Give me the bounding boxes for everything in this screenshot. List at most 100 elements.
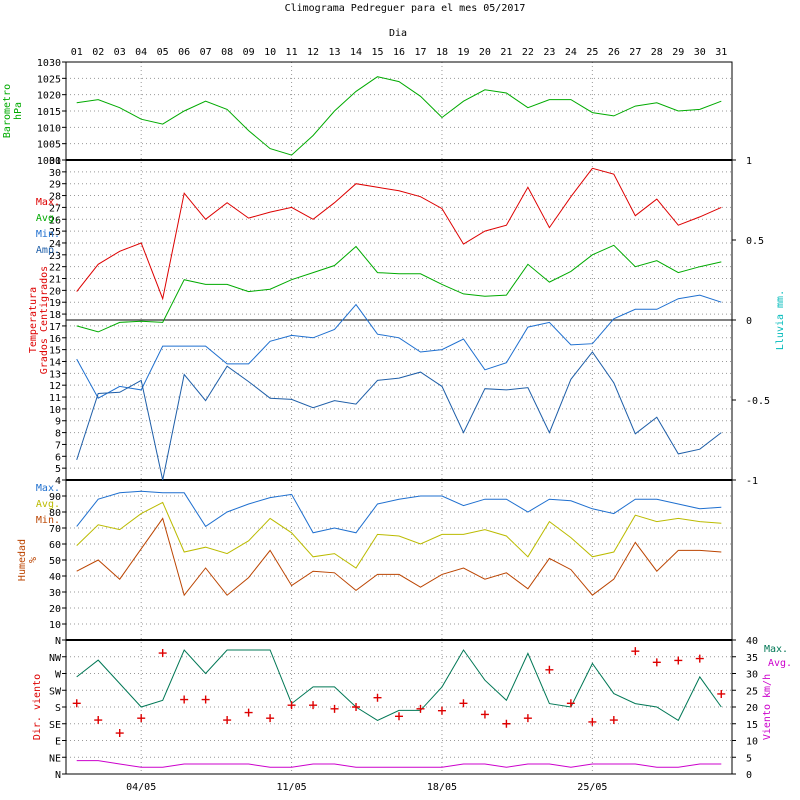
text-layer: 01 02 03 04 05 06 07 08 09 10 11 12 13 14 15 16 17 18 19 20… [2,47,792,793]
y-tick-label: 24 [49,239,61,250]
day-label: 20 [479,47,491,58]
y-tick-label: 4 [55,476,61,487]
wind-direction-marker [201,695,210,704]
wind-direction-marker [437,706,446,715]
wind-direction-marker [502,719,511,728]
y-tick-label: 29 [49,180,61,191]
wind-speed-axis-label: Viento km/h [762,674,773,740]
wind-direction-marker [652,658,661,667]
day-label: 07 [200,47,212,58]
day-label: 25 [586,47,598,58]
day-label: 05 [157,47,169,58]
day-label: 26 [608,47,620,58]
temp-series-line [76,351,722,481]
hum-series-line [76,490,722,534]
wind-direction-marker [459,699,468,708]
day-label: 29 [672,47,684,58]
y-tick-label: 15 [49,346,61,357]
day-label: 18 [436,47,448,58]
wind-direction-marker [416,704,425,713]
y-tick-label: 20 [49,604,61,615]
y-tick-label: 23 [49,251,61,262]
y-tick-label: 1000 [37,156,61,167]
week-label: 18/05 [427,782,457,793]
temp-legend-entry: Min. [36,229,60,240]
rain-axis-label: Lluvia mm. [775,290,786,350]
wind-direction-marker [115,729,124,738]
y2-tick-label: -0.5 [746,396,770,407]
week-label: 11/05 [277,782,307,793]
day-label: 22 [522,47,534,58]
y-tick-label: 90 [49,492,61,503]
y2-tick-label: -1 [746,476,758,487]
wind-direction-marker [330,704,339,713]
day-label: 15 [371,47,383,58]
y2-tick-label: 35 [746,653,758,664]
y-tick-label: 60 [49,540,61,551]
y-tick-label: 40 [49,572,61,583]
day-label: 04 [135,47,147,58]
baro-axis-label: Barometro [2,84,13,138]
y-tick-label: 1020 [37,91,61,102]
wind-direction-marker [223,716,232,725]
dir-tick-label: SE [49,720,61,731]
grid-layer [66,62,732,774]
y2-tick-label: 20 [746,703,758,714]
hum-axis-label: Humedad [17,539,28,581]
day-label: 31 [715,47,727,58]
day-label: 13 [329,47,341,58]
y-tick-label: 8 [55,429,61,440]
y-tick-label: 31 [49,156,61,167]
dir-tick-label: SW [49,686,62,697]
dir-tick-label: S [55,703,61,714]
day-label: 12 [307,47,319,58]
day-label: 11 [286,47,298,58]
wind-direction-marker [309,701,318,710]
y-tick-label: 1030 [37,58,61,69]
y-tick-label: 20 [49,286,61,297]
day-label: 24 [565,47,577,58]
wind-direction-marker [94,716,103,725]
y-tick-label: 30 [49,588,61,599]
chart-title: Climograma Pedreguer para el mes 05/2017 [285,3,526,14]
series-layer [72,76,726,768]
dir-tick-label: N [55,636,61,647]
y-tick-label: 1010 [37,123,61,134]
temp-axis-unit: Grados Centigrados [39,266,50,374]
y-tick-label: 1015 [37,107,61,118]
dir-tick-label: NE [49,753,61,764]
baro-axis-unit: hPa [13,102,24,120]
wind-dir-axis-label: Dir. viento [32,674,43,740]
dir-tick-label: NW [49,653,62,664]
wind-direction-marker [266,714,275,723]
y-tick-label: 13 [49,369,61,380]
wind-direction-marker [244,708,253,717]
y-tick-label: 17 [49,322,61,333]
hum-axis-unit: % [28,557,39,563]
y-tick-label: 9 [55,417,61,428]
wind-direction-marker [373,693,382,702]
plot-frame [65,61,733,775]
day-label: 08 [221,47,233,58]
y2-tick-label: 0 [746,770,752,781]
temp-axis-label: Temperatura [28,287,39,353]
wind-direction-marker [695,654,704,663]
wind-direction-marker [287,701,296,710]
dir-tick-label: N [55,770,61,781]
dir-tick-label: E [55,737,61,748]
y2-tick-label: 40 [746,636,758,647]
y-tick-label: 21 [49,275,61,286]
hum-legend-entry: Max. [36,483,60,494]
temp-legend-entry: Max. [36,197,60,208]
baro-series-line [76,76,722,156]
wind-direction-marker [609,716,618,725]
y-tick-label: 70 [49,524,61,535]
y2-tick-label: 10 [746,737,758,748]
week-label: 25/05 [577,782,607,793]
day-label: 06 [178,47,190,58]
y-tick-label: 11 [49,393,61,404]
wind-direction-marker [180,695,189,704]
dir-tick-label: W [55,670,62,681]
frame-layer [62,61,736,775]
y2-tick-label: 15 [746,720,758,731]
